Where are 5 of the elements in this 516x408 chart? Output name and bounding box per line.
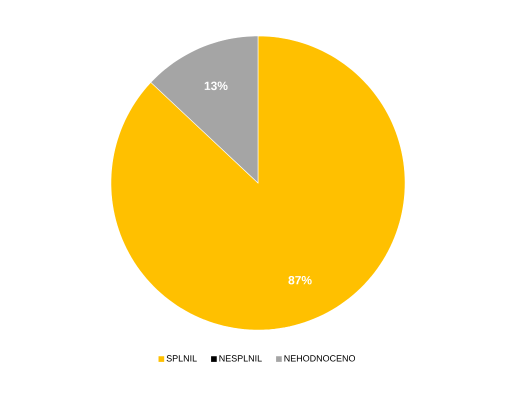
data-label: 13% xyxy=(204,82,228,90)
data-label: 87% xyxy=(288,276,312,284)
legend-label: NEHODNOCENO xyxy=(284,355,356,362)
legend-label: NESPLNIL xyxy=(219,355,262,362)
legend-label: SPLNIL xyxy=(166,355,197,362)
